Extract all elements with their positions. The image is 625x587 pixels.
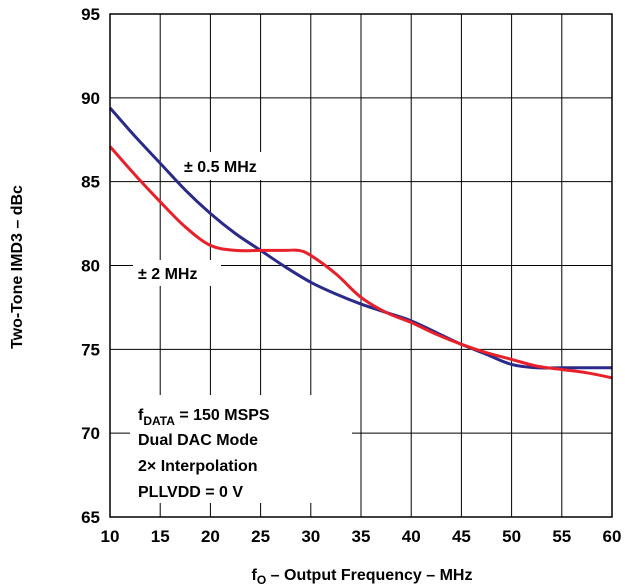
x-tick-label: 40 [402,527,421,546]
label-box-2mhz [133,260,221,286]
x-tick-label: 10 [101,527,120,546]
y-tick-labels: 65 70 75 80 85 90 95 [81,5,100,527]
x-tick-label: 50 [502,527,521,546]
y-tick-label: 85 [81,173,100,192]
x-tick-label: 25 [251,527,270,546]
y-tick-label: 90 [81,89,100,108]
y-tick-label: 70 [81,424,100,443]
y-tick-label: 95 [81,5,100,24]
conditions-line-4: PLLVDD = 0 V [138,484,243,501]
x-tick-label: 35 [352,527,371,546]
series-lines [108,106,613,380]
series-line-05mhz [108,106,612,370]
conditions-line-2: Dual DAC Mode [138,432,258,449]
y-axis-title: Two-Tone IMD3 – dBc [9,185,26,349]
x-tick-label: 20 [201,527,220,546]
y-tick-label: 80 [81,257,100,276]
label-box-05mhz [178,152,296,180]
conditions-line-3: 2× Interpolation [138,458,258,475]
y-tick-label: 75 [81,340,100,359]
x-tick-labels: 10 15 20 25 30 35 40 45 50 55 60 [101,527,622,546]
y-tick-label: 65 [81,508,100,527]
x-axis-title: fO – Output Frequency – MHz [252,567,473,587]
x-tick-label: 30 [301,527,320,546]
series-label-2mhz: ± 2 MHz [138,266,197,283]
x-tick-label: 55 [552,527,571,546]
x-tick-label: 60 [603,527,622,546]
conditions-box [130,395,352,503]
x-tick-label: 45 [452,527,471,546]
plot-frame [109,13,613,518]
series-line-2mhz [108,145,613,380]
x-tick-label: 15 [151,527,170,546]
series-label-05mhz: ± 0.5 MHz [184,159,257,176]
conditions-line-1: fDATA = 150 MSPS [138,407,270,428]
